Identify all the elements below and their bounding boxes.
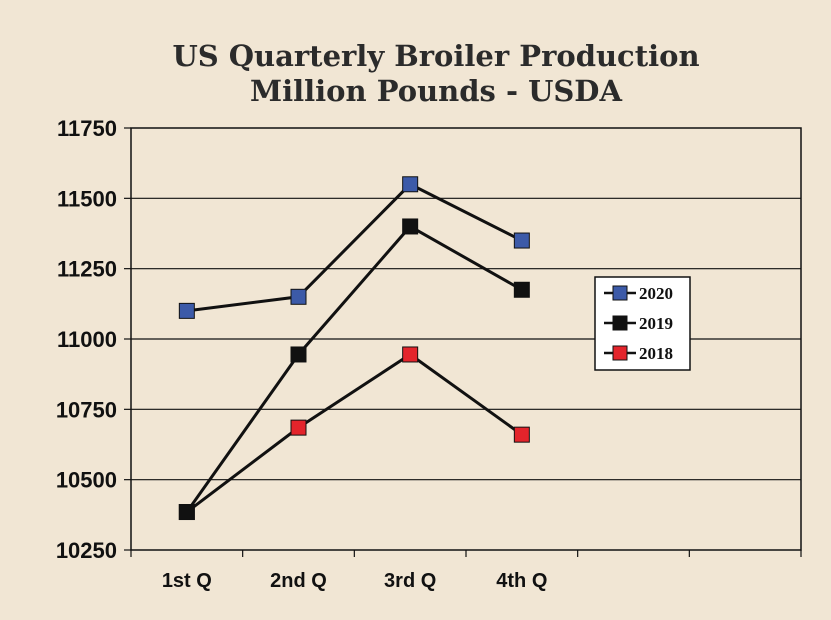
data-point-2019: [178, 504, 195, 521]
legend-label-2019: 2019: [639, 314, 673, 333]
legend-label-2020: 2020: [639, 284, 673, 303]
series-layer: [178, 176, 530, 521]
y-tick-label: 11250: [57, 257, 117, 282]
legend-marker-2019: [612, 315, 628, 331]
data-point-2018: [290, 419, 307, 436]
y-axis: 10250 10500 10750 11000 11250 11500 11750: [56, 116, 131, 563]
chart-subtitle: Million Pounds - USDA: [250, 74, 622, 108]
legend: 2020 2019 2018: [594, 276, 691, 371]
data-point-2019: [402, 218, 419, 235]
data-point-2019: [513, 281, 530, 298]
y-tick-label: 11000: [57, 327, 117, 352]
series-line-2020: [186, 182, 523, 313]
legend-label-2018: 2018: [639, 344, 673, 363]
data-point-2018: [402, 346, 419, 363]
legend-marker-2018: [612, 345, 628, 361]
data-point-2020: [402, 176, 419, 193]
x-tick-label: 2nd Q: [270, 570, 327, 592]
series-line-2019: [185, 224, 523, 513]
data-point-2018: [513, 426, 530, 443]
y-tick-label: 11500: [57, 186, 117, 211]
y-tick-label: 10500: [56, 468, 117, 493]
data-point-2020: [290, 288, 307, 305]
data-point-2020: [513, 232, 530, 249]
y-tick-label: 10250: [56, 538, 117, 563]
series-line-2018: [185, 352, 523, 514]
y-tick-label: 11750: [57, 116, 117, 141]
data-point-2019: [290, 346, 307, 363]
legend-marker-2020: [612, 285, 628, 301]
gridlines: [131, 197, 801, 481]
x-tick-label: 3rd Q: [384, 570, 436, 592]
y-tick-label: 10750: [56, 397, 117, 422]
chart-title: US Quarterly Broiler Production: [172, 39, 699, 73]
x-axis: 1st Q 2nd Q 3rd Q 4th Q: [130, 550, 802, 592]
data-point-2020: [178, 302, 195, 319]
x-tick-label: 1st Q: [162, 570, 212, 592]
x-tick-label: 4th Q: [496, 570, 547, 592]
